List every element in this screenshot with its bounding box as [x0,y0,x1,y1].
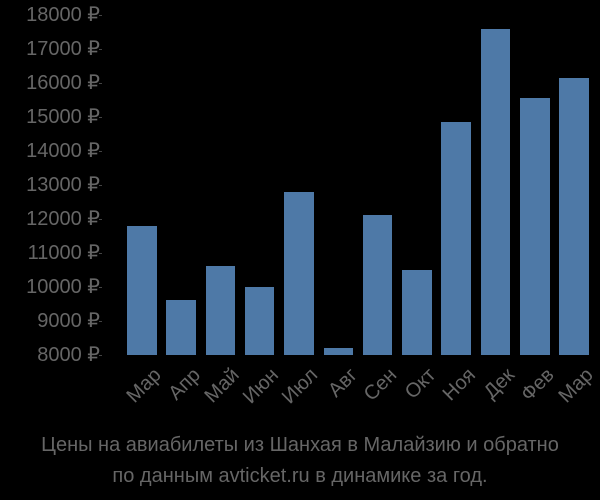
bar-Сен [362,215,393,355]
bar-Апр [166,300,196,355]
y-tick-mark [99,83,102,84]
bar-Май [205,266,236,355]
x-tick-label: Июл [278,364,323,409]
bar-Июн [244,286,275,355]
y-tick-mark [99,355,102,356]
bar-Дек [480,28,511,355]
y-tick-mark [99,117,102,118]
x-tick-label: Окт [401,364,441,404]
y-tick-label: 12000 ₽ [26,207,100,230]
y-tick-label: 18000 ₽ [26,4,100,26]
x-tick-label: Сен [359,364,402,406]
chart-caption-line-2: по данным avticket.ru в динамике за год. [112,465,488,487]
y-tick-label: 14000 ₽ [26,139,100,162]
bar-Фев [520,98,550,355]
y-tick-label: 10000 ₽ [26,275,100,298]
bar-Мар [559,77,589,355]
x-tick-label: Мар [554,364,598,408]
y-tick-label: 11000 ₽ [27,241,100,264]
y-tick-label: 13000 ₽ [26,173,100,196]
y-tick-mark [99,15,102,16]
y-tick-label: 15000 ₽ [26,105,100,128]
chart-caption-line-1: Цены на авиабилеты из Шанхая в Малайзию … [41,434,559,456]
x-tick-label: Май [200,364,244,408]
y-tick-mark [99,253,102,254]
y-tick-label: 16000 ₽ [26,71,100,94]
bar-Окт [402,269,432,355]
y-tick-mark [99,287,102,288]
y-tick-mark [99,151,102,152]
x-tick-label: Ноя [438,364,480,406]
y-tick-mark [99,185,102,186]
bar-Мар [127,225,157,355]
y-tick-label: 17000 ₽ [26,37,100,60]
y-tick-mark [99,219,102,220]
x-tick-label: Апр [164,364,205,405]
x-tick-label: Авг [324,364,362,402]
x-tick-label: Мар [122,364,166,408]
x-tick-label: Дек [479,364,520,404]
y-tick-mark [99,321,102,322]
bar-Ноя [441,122,471,355]
x-tick-label: Фев [516,364,559,406]
x-tick-label: Июн [239,364,284,409]
y-tick-label: 8000 ₽ [37,343,100,366]
y-tick-mark [99,49,102,50]
bar-Июл [284,191,314,355]
y-tick-label: 9000 ₽ [37,309,100,332]
bar-Авг [323,347,353,355]
